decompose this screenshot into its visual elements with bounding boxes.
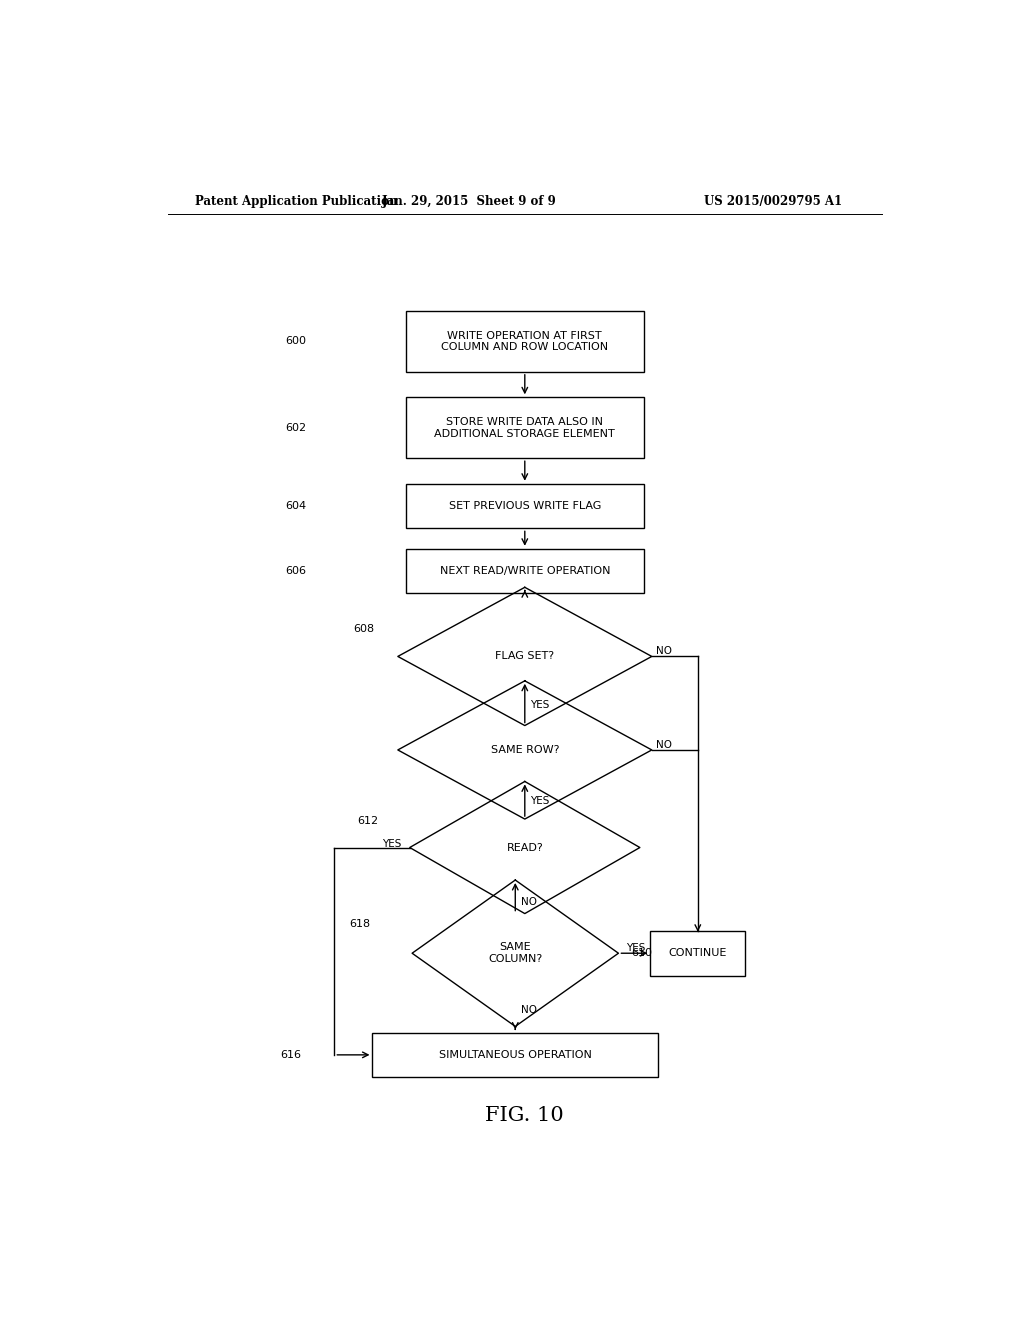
Text: Patent Application Publication: Patent Application Publication: [196, 194, 398, 207]
Text: US 2015/0029795 A1: US 2015/0029795 A1: [705, 194, 842, 207]
Text: 618: 618: [349, 919, 370, 929]
Text: Jan. 29, 2015  Sheet 9 of 9: Jan. 29, 2015 Sheet 9 of 9: [382, 194, 557, 207]
FancyBboxPatch shape: [406, 483, 644, 528]
Text: NO: NO: [655, 741, 672, 750]
Text: FLAG SET?: FLAG SET?: [496, 652, 554, 661]
Text: 610: 610: [631, 948, 652, 958]
FancyBboxPatch shape: [373, 1032, 658, 1077]
Polygon shape: [397, 587, 652, 726]
Polygon shape: [412, 880, 618, 1027]
Text: YES: YES: [530, 700, 550, 710]
Text: SET PREVIOUS WRITE FLAG: SET PREVIOUS WRITE FLAG: [449, 502, 601, 511]
FancyBboxPatch shape: [406, 549, 644, 594]
Text: 616: 616: [280, 1049, 301, 1060]
Text: NO: NO: [521, 1005, 537, 1015]
Text: SAME ROW?: SAME ROW?: [490, 744, 559, 755]
Text: 606: 606: [286, 566, 306, 576]
Text: YES: YES: [382, 840, 401, 850]
FancyBboxPatch shape: [406, 397, 644, 458]
Text: CONTINUE: CONTINUE: [669, 948, 727, 958]
Text: YES: YES: [627, 944, 646, 953]
Text: SIMULTANEOUS OPERATION: SIMULTANEOUS OPERATION: [439, 1049, 592, 1060]
Text: FIG. 10: FIG. 10: [485, 1106, 564, 1126]
Text: STORE WRITE DATA ALSO IN
ADDITIONAL STORAGE ELEMENT: STORE WRITE DATA ALSO IN ADDITIONAL STOR…: [434, 417, 615, 438]
Polygon shape: [397, 681, 652, 818]
Text: WRITE OPERATION AT FIRST
COLUMN AND ROW LOCATION: WRITE OPERATION AT FIRST COLUMN AND ROW …: [441, 330, 608, 352]
FancyBboxPatch shape: [406, 312, 644, 372]
FancyBboxPatch shape: [650, 931, 745, 975]
Text: NO: NO: [655, 647, 672, 656]
Text: 604: 604: [286, 502, 306, 511]
Text: 602: 602: [286, 422, 306, 433]
Text: 612: 612: [356, 816, 378, 826]
Text: NO: NO: [521, 898, 537, 907]
Text: 608: 608: [353, 624, 374, 634]
Text: READ?: READ?: [507, 842, 543, 853]
Text: 600: 600: [286, 337, 306, 346]
Text: NEXT READ/WRITE OPERATION: NEXT READ/WRITE OPERATION: [439, 566, 610, 576]
Text: YES: YES: [530, 796, 550, 805]
Polygon shape: [410, 781, 640, 913]
Text: SAME
COLUMN?: SAME COLUMN?: [488, 942, 543, 964]
